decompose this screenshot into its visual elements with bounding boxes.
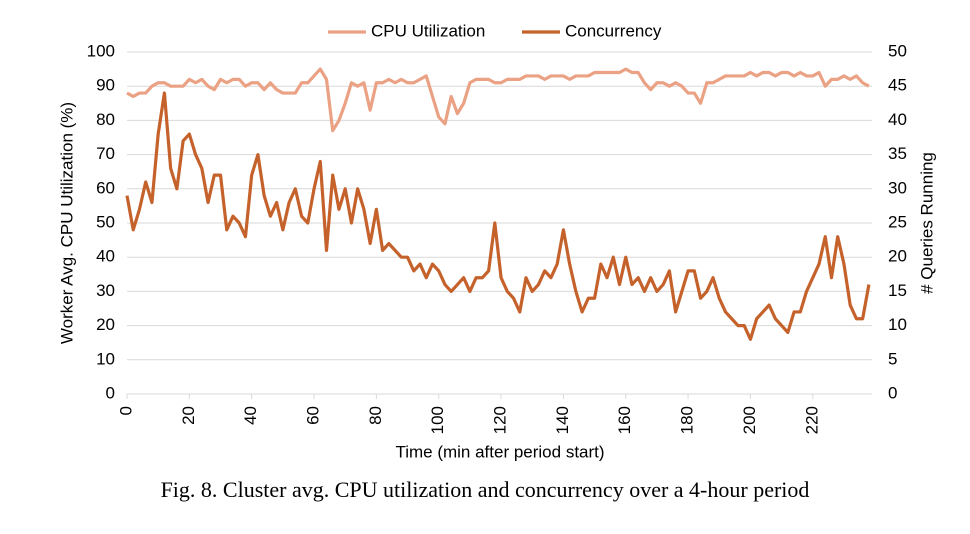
x-tick-label: 0	[116, 406, 135, 415]
x-tick-label: 80	[366, 406, 385, 425]
y2-tick-label: 15	[888, 281, 907, 300]
x-tick-label: 200	[740, 406, 759, 434]
y-tick-label: 80	[96, 110, 115, 129]
y2-tick-label: 10	[888, 315, 907, 334]
y-tick-label: 50	[96, 212, 115, 231]
y-axis-label: Worker Avg. CPU Utilization (%)	[57, 102, 76, 344]
x-tick-label: 40	[241, 406, 260, 425]
y2-tick-label: 50	[888, 41, 907, 60]
x-tick-label: 160	[615, 406, 634, 434]
y-tick-label: 10	[96, 349, 115, 368]
x-tick-label: 120	[491, 406, 510, 434]
y-tick-label: 30	[96, 281, 115, 300]
x-tick-label: 60	[304, 406, 323, 425]
y-tick-label: 40	[96, 247, 115, 266]
y-tick-label: 100	[87, 41, 115, 60]
y2-tick-label: 30	[888, 178, 907, 197]
y2-tick-label: 5	[888, 349, 897, 368]
x-tick-label: 140	[553, 406, 572, 434]
y2-axis-label: # Queries Running	[917, 152, 936, 294]
legend-label: Concurrency	[565, 21, 662, 40]
x-axis-label: Time (min after period start)	[395, 442, 604, 461]
y-tick-label: 20	[96, 315, 115, 334]
y-tick-label: 90	[96, 76, 115, 95]
y2-tick-label: 40	[888, 110, 907, 129]
legend-label: CPU Utilization	[371, 21, 485, 40]
y-tick-label: 0	[106, 383, 115, 402]
x-tick-label: 20	[179, 406, 198, 425]
y2-tick-label: 35	[888, 144, 907, 163]
y2-tick-label: 20	[888, 247, 907, 266]
x-tick-label: 100	[428, 406, 447, 434]
data-line	[125, 91, 871, 341]
y2-tick-label: 25	[888, 212, 907, 231]
data-line	[126, 67, 870, 133]
y-tick-label: 70	[96, 144, 115, 163]
y2-tick-label: 45	[888, 76, 907, 95]
caption: Fig. 8. Cluster avg. CPU utilization and…	[161, 477, 810, 502]
y-tick-label: 60	[96, 178, 115, 197]
x-tick-label: 220	[802, 406, 821, 434]
x-tick-label: 180	[678, 406, 697, 434]
y2-tick-label: 0	[888, 383, 897, 402]
